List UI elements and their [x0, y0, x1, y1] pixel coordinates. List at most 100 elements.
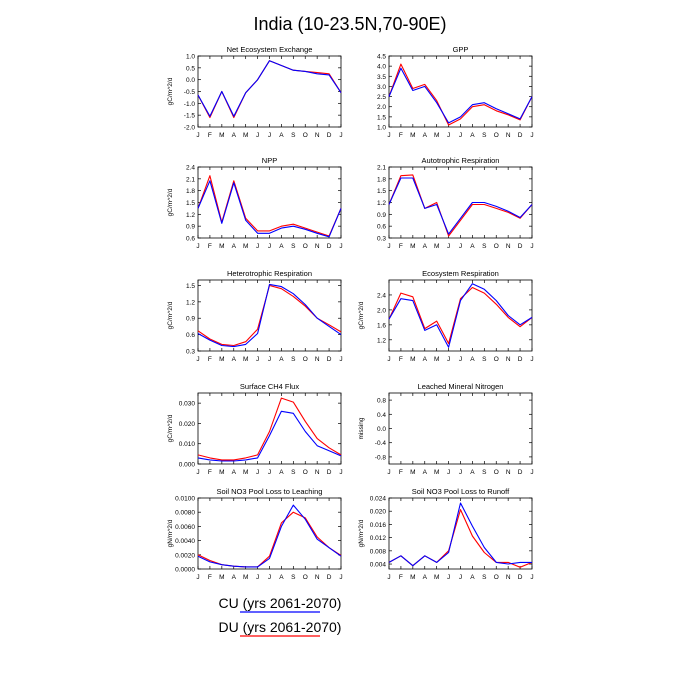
series-line-du — [197, 397, 342, 461]
x-tick-label: D — [518, 574, 523, 581]
y-tick-label: 0.0000 — [175, 567, 195, 574]
x-tick-label: S — [291, 356, 296, 363]
y-tick-label: 2.1 — [377, 165, 386, 172]
x-tick-label: M — [243, 574, 248, 581]
y-tick-label: 1.5 — [377, 114, 386, 121]
x-tick-label: J — [459, 469, 462, 476]
plot-frame — [388, 392, 533, 465]
series-line-cu — [197, 180, 342, 238]
x-tick-label: F — [208, 574, 212, 581]
x-tick-label: J — [256, 574, 259, 581]
y-tick-label: 0.020 — [179, 421, 196, 428]
x-tick-label: O — [303, 574, 308, 581]
y-tick-label: 0.000 — [179, 462, 196, 469]
y-axis-label: gC/m^2/d — [167, 77, 174, 105]
y-tick-label: 0.0040 — [175, 538, 195, 545]
panel-title: GPP — [453, 45, 469, 54]
x-tick-label: M — [243, 132, 248, 139]
y-tick-label: 4.5 — [377, 54, 386, 61]
x-tick-label: A — [232, 469, 237, 476]
x-tick-label: A — [279, 574, 284, 581]
y-tick-label: 0.012 — [370, 535, 387, 542]
x-tick-label: J — [530, 132, 533, 139]
y-tick-label: 0.0060 — [175, 524, 195, 531]
x-tick-label: A — [279, 132, 284, 139]
x-tick-label: J — [268, 243, 271, 250]
x-tick-label: M — [243, 469, 248, 476]
x-tick-label: O — [303, 243, 308, 250]
x-tick-label: J — [447, 132, 450, 139]
x-tick-label: M — [243, 243, 248, 250]
x-tick-label: J — [447, 469, 450, 476]
x-tick-label: J — [268, 132, 271, 139]
x-tick-label: N — [315, 356, 320, 363]
panels-group: Net Ecosystem Exchange -2.0 -1.5 -1.0 -0.5 0.… — [167, 45, 534, 581]
x-tick-label: N — [315, 469, 320, 476]
chart-panel: Soil NO3 Pool Loss to Leaching 0.0000 0.00… — [167, 487, 343, 581]
x-tick-label: J — [447, 243, 450, 250]
y-tick-label: 0.010 — [179, 441, 196, 448]
series-line-cu — [388, 67, 533, 124]
y-tick-label: -0.4 — [375, 440, 387, 447]
x-tick-label: M — [434, 356, 439, 363]
chart-panel: Leached Mineral Nitrogen -0.8 -0.4 0.0 0.4 0.… — [358, 382, 534, 476]
x-tick-label: N — [315, 132, 320, 139]
series-line-du — [388, 286, 533, 345]
y-tick-label: 0.9 — [377, 212, 386, 219]
x-tick-label: O — [494, 469, 499, 476]
x-tick-label: A — [279, 356, 284, 363]
x-tick-label: D — [327, 469, 332, 476]
y-tick-label: 0.9 — [186, 224, 195, 231]
y-tick-label: 0.0 — [186, 77, 195, 84]
x-tick-label: A — [470, 469, 475, 476]
y-tick-label: 0.030 — [179, 401, 196, 408]
x-tick-label: J — [268, 574, 271, 581]
x-tick-label: M — [219, 574, 224, 581]
x-tick-label: F — [399, 356, 403, 363]
series-line-du — [388, 174, 533, 237]
y-tick-label: 0.6 — [186, 332, 195, 339]
series-line-cu — [388, 502, 532, 567]
x-tick-label: O — [494, 243, 499, 250]
x-tick-label: J — [459, 132, 462, 139]
x-tick-label: A — [423, 132, 428, 139]
chart-panel: Net Ecosystem Exchange -2.0 -1.5 -1.0 -0.5 0.… — [167, 45, 343, 139]
x-tick-label: M — [434, 132, 439, 139]
y-tick-label: 2.0 — [377, 307, 386, 314]
x-tick-label: D — [518, 469, 523, 476]
y-tick-label: 1.0 — [186, 54, 195, 61]
x-tick-label: N — [506, 243, 511, 250]
x-tick-label: J — [256, 356, 259, 363]
y-tick-label: -0.8 — [375, 454, 387, 461]
x-tick-label: D — [518, 132, 523, 139]
plot-frame — [388, 279, 533, 352]
y-tick-label: 0.4 — [377, 412, 386, 419]
plot-frame — [197, 55, 342, 128]
y-tick-label: 0.9 — [186, 316, 195, 323]
x-tick-label: O — [303, 132, 308, 139]
x-tick-label: J — [387, 243, 390, 250]
x-tick-label: N — [506, 132, 511, 139]
series-line-du — [197, 60, 342, 119]
y-tick-label: -0.5 — [184, 89, 196, 96]
series-line-cu — [197, 283, 342, 348]
series-line-du — [197, 284, 342, 347]
plot-frame — [197, 166, 342, 239]
x-tick-label: M — [410, 469, 415, 476]
x-tick-label: M — [410, 132, 415, 139]
legend-label-cu: CU (yrs 2061-2070) — [219, 595, 342, 611]
panel-title: Soil NO3 Pool Loss to Leaching — [217, 487, 323, 496]
x-tick-label: J — [256, 132, 259, 139]
y-tick-label: 0.8 — [377, 398, 386, 405]
x-tick-label: J — [387, 356, 390, 363]
x-tick-label: J — [196, 469, 199, 476]
y-tick-label: -1.0 — [184, 101, 196, 108]
x-tick-label: S — [291, 574, 296, 581]
x-tick-label: J — [387, 574, 390, 581]
y-tick-label: 4.0 — [377, 64, 386, 71]
figure-title: India (10-23.5N,70-90E) — [253, 14, 446, 34]
series-line-cu — [197, 504, 342, 568]
panel-title: Surface CH4 Flux — [240, 382, 299, 391]
panel-title: Ecosystem Respiration — [422, 269, 499, 278]
